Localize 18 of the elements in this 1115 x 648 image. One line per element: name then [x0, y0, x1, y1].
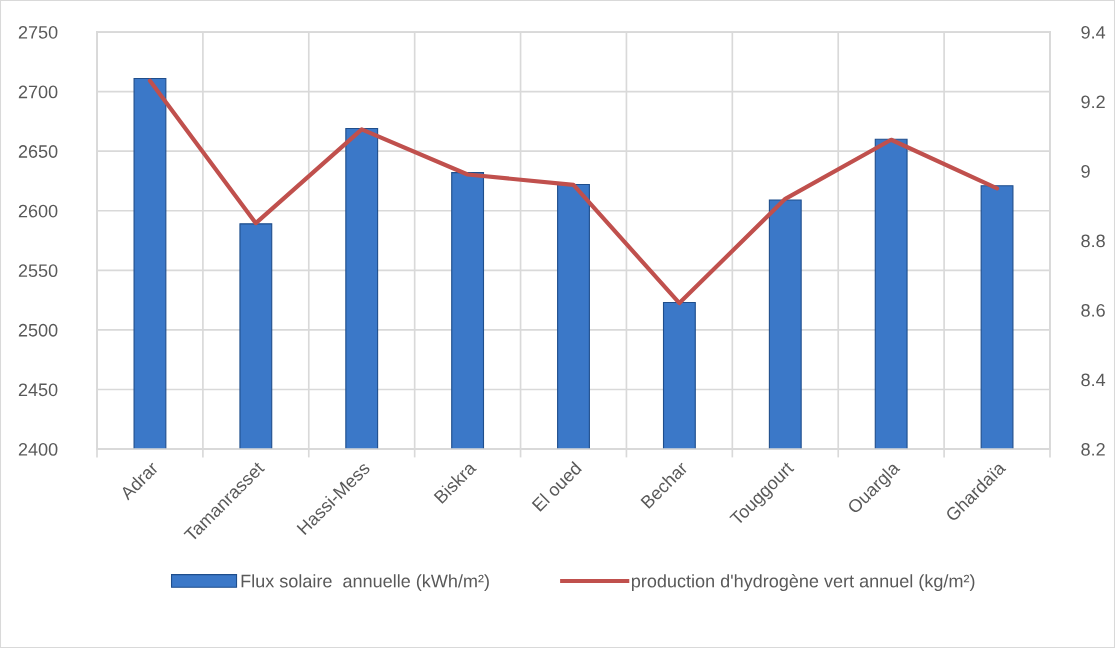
y-tick-label: 2550 [18, 264, 58, 278]
legend-label: production d'hydrogène vert annuel (kg/m²) [631, 574, 975, 592]
y2-tick-label: 9 [1081, 164, 1090, 178]
y-tick-label: 2750 [18, 25, 58, 39]
legend-label: Flux solaire annuelle (kWh/m²) [241, 574, 489, 592]
y-tick-label: 2700 [18, 85, 58, 99]
y2-tick-label: 8.6 [1081, 303, 1105, 317]
y2-tick-label: 8.2 [1081, 443, 1105, 456]
y-tick-label: 2500 [18, 323, 58, 337]
y-tick-label: 2650 [18, 145, 58, 158]
line-series [147, 78, 1000, 306]
y2-tick-label: 9.2 [1081, 95, 1105, 109]
y2-tick-label: 8.4 [1081, 373, 1106, 387]
y2-tick-label: 9.4 [1081, 25, 1106, 39]
y-tick-label: 2400 [18, 443, 58, 456]
y-tick-label: 2600 [18, 204, 58, 218]
y2-tick-label: 8.8 [1081, 234, 1105, 248]
y-tick-label: 2450 [18, 383, 58, 397]
